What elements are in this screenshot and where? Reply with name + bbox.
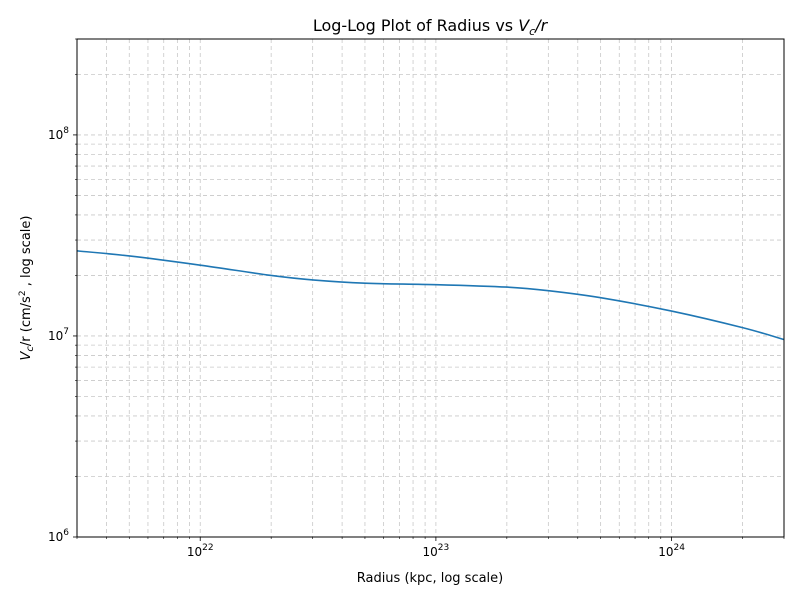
y-tick-label: 108 — [48, 126, 69, 142]
plot-frame — [76, 38, 785, 538]
chart-title: Log-Log Plot of Radius vs Vc/r — [313, 16, 549, 38]
series-line — [76, 250, 785, 341]
x-tick-label: 1022 — [187, 543, 214, 559]
series-layer — [76, 250, 785, 341]
y-tick-label: 107 — [48, 327, 69, 343]
y-axis-label: Vc/r (cm/s2 , log scale) — [18, 216, 36, 361]
y-tick-label: 106 — [48, 528, 69, 544]
ticks: 1022 1023 1024 106 107 108 — [48, 38, 785, 559]
x-tick-label: 1023 — [423, 543, 450, 559]
x-tick-label: 1024 — [658, 543, 685, 559]
grid — [76, 38, 785, 538]
x-axis-label: Radius (kpc, log scale) — [357, 571, 504, 586]
